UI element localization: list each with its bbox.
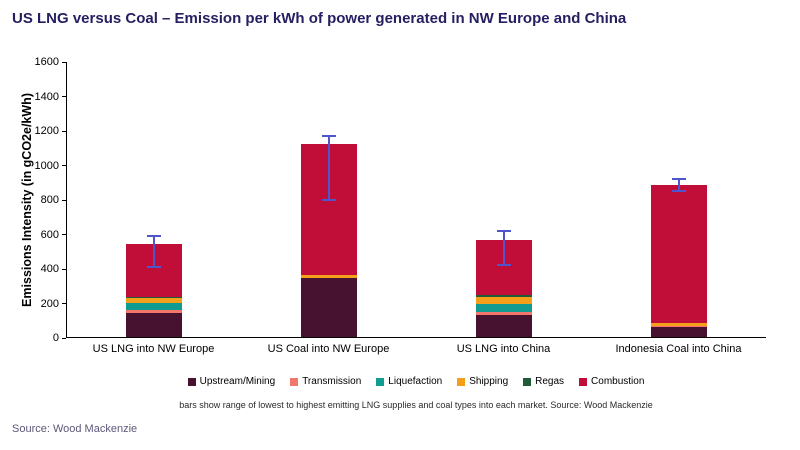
y-tick-1200: 1200 — [35, 125, 66, 137]
legend-swatch-combustion — [579, 377, 588, 386]
bar-slot-us-coal-into-nw-europe — [242, 62, 417, 337]
legend-swatch-transmission — [290, 377, 299, 386]
error-bar-us-lng-into-nw-europe — [147, 235, 162, 268]
legend-item-combustion: Combustion — [579, 376, 644, 387]
plot-area — [66, 62, 766, 338]
legend-swatch-shipping — [457, 377, 466, 386]
segment-upstream-mining — [475, 314, 532, 337]
y-tick-800: 800 — [41, 194, 66, 206]
bar-slot-indonesia-coal-into-china — [591, 62, 766, 337]
legend-label-regas: Regas — [535, 376, 565, 387]
error-bar-us-lng-into-china — [496, 230, 511, 267]
segment-shipping — [126, 298, 183, 304]
x-axis-labels: US LNG into NW Europe US Coal into NW Eur… — [66, 342, 766, 356]
legend-swatch-liquefaction — [376, 377, 385, 386]
bar-slot-us-lng-into-nw-europe — [67, 62, 242, 337]
segment-liquefaction — [126, 303, 183, 311]
segment-liquefaction — [475, 304, 532, 312]
y-tick-1400: 1400 — [35, 91, 66, 103]
segment-upstream-mining — [650, 326, 707, 337]
chart-title: US LNG versus Coal – Emission per kWh of… — [12, 10, 627, 27]
legend-item-upstream-mining: Upstream/Mining — [187, 376, 276, 387]
footnote: bars show range of lowest to highest emi… — [179, 400, 653, 410]
legend-item-regas: Regas — [523, 376, 564, 387]
segment-regas — [475, 294, 532, 297]
segment-regas — [126, 296, 183, 299]
legend-label-upstream-mining: Upstream/Mining — [199, 376, 276, 387]
source-text: Source: Wood Mackenzie — [12, 423, 138, 435]
segment-transmission — [475, 312, 532, 315]
legend-swatch-upstream-mining — [187, 377, 196, 386]
y-tick-0: 0 — [53, 332, 66, 344]
x-label-us-coal-into-nw-europe: US Coal into NW Europe — [267, 343, 390, 355]
stacked-bar-indonesia-coal-into-china — [650, 185, 707, 337]
segment-transmission — [126, 310, 183, 313]
legend-label-shipping: Shipping — [469, 376, 509, 387]
legend-label-combustion: Combustion — [591, 376, 645, 387]
segment-transmission — [650, 325, 707, 327]
y-axis-ticks: 0 200 400 600 800 1000 1200 1400 1600 — [0, 56, 66, 344]
legend-label-transmission: Transmission — [302, 376, 362, 387]
y-tick-1600: 1600 — [35, 56, 66, 68]
legend: Upstream/Mining Transmission Liquefaction S… — [66, 376, 766, 387]
segment-shipping — [301, 274, 358, 279]
bar-slot-us-lng-into-china — [417, 62, 592, 337]
y-tick-600: 600 — [41, 229, 66, 241]
legend-item-shipping: Shipping — [457, 376, 508, 387]
x-label-indonesia-coal-into-china: Indonesia Coal into China — [615, 343, 742, 355]
x-label-us-lng-into-nw-europe: US LNG into NW Europe — [92, 343, 215, 355]
error-bar-indonesia-coal-into-china — [671, 178, 686, 193]
legend-item-transmission: Transmission — [290, 376, 361, 387]
stacked-bar-us-lng-into-china — [475, 240, 532, 337]
legend-item-liquefaction: Liquefaction — [376, 376, 442, 387]
segment-upstream-mining — [126, 312, 183, 337]
segment-upstream-mining — [301, 278, 358, 337]
y-tick-1000: 1000 — [35, 160, 66, 172]
x-label-us-lng-into-china: US LNG into China — [456, 343, 551, 355]
y-tick-200: 200 — [41, 298, 66, 310]
legend-swatch-regas — [523, 377, 532, 386]
segment-shipping — [475, 296, 532, 305]
segment-combustion — [650, 185, 707, 324]
legend-label-liquefaction: Liquefaction — [388, 376, 443, 387]
error-bar-us-coal-into-nw-europe — [322, 135, 337, 201]
y-tick-400: 400 — [41, 263, 66, 275]
segment-shipping — [650, 323, 707, 326]
